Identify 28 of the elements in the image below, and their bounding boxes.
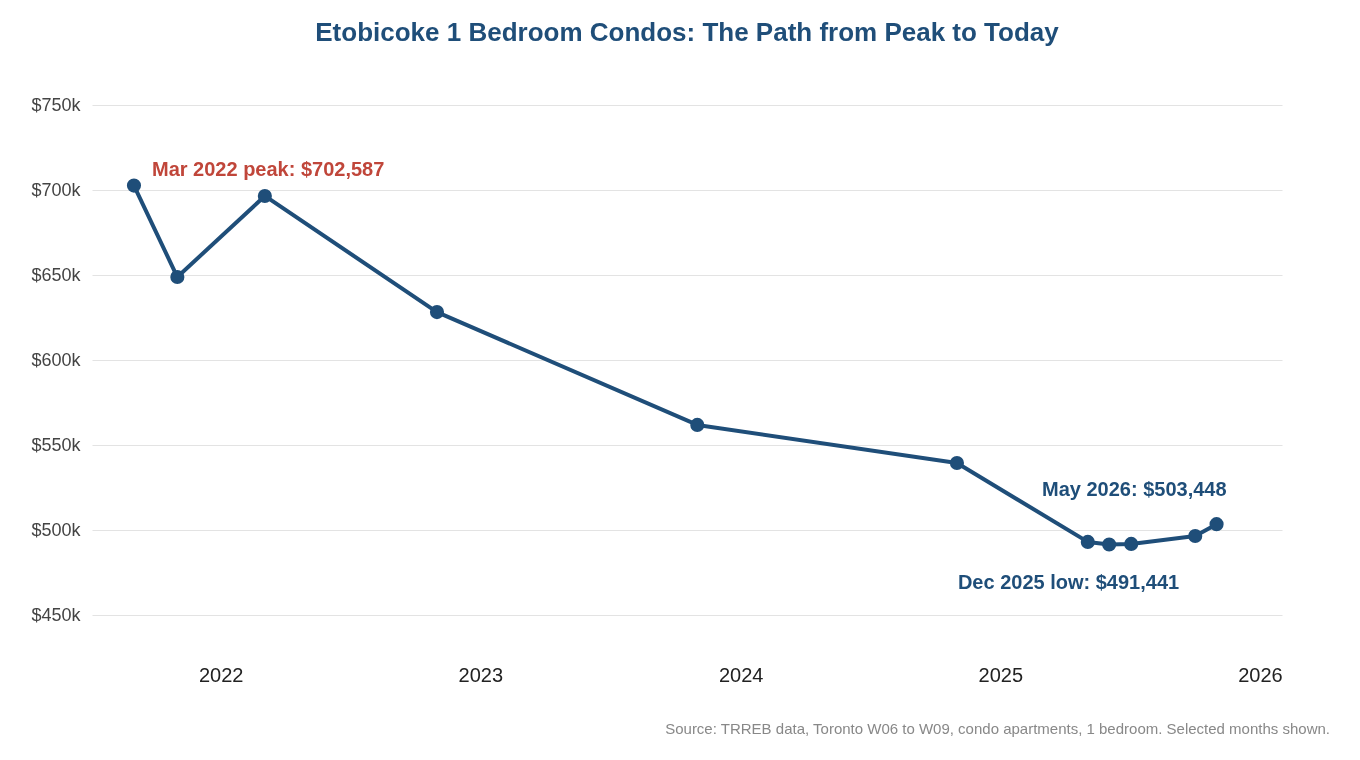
x-tick-label: 2024 [718,663,764,686]
y-tick-label: $550k [31,434,82,455]
source-note: Source: TRREB data, Toronto W06 to W09, condo apartments, 1 bedroom. Selected months shown. [665,720,1330,737]
point [1080,534,1095,549]
y-tick-label: $700k [31,179,82,200]
point [1124,536,1139,551]
x-tick-label: 2023 [458,663,504,686]
annotation: Mar 2022 peak: $702,587 [151,157,385,180]
annotation: Dec 2025 low: $491,441 [957,570,1180,593]
point [170,269,185,285]
y-tick-label: $650k [31,264,82,285]
point [949,455,965,471]
point [690,417,705,432]
point [429,305,445,320]
y-tick-label: $750k [31,94,82,115]
y-tick-label: $450k [31,604,82,625]
point [1209,517,1224,532]
x-tick-label: 2025 [978,663,1024,686]
x-tick-label: 2022 [198,663,244,686]
point [1188,528,1203,544]
y-tick-label: $500k [31,519,82,540]
point [257,188,272,204]
point [1102,537,1117,552]
point [126,178,142,193]
x-tick-label: 2026 [1238,663,1283,686]
chart-title: Etobicoke 1 Bedroom Condos: The Path from Peak to Today [315,17,1060,47]
annotation: May 2026: $503,448 [1041,478,1227,501]
y-tick-label: $600k [31,349,82,370]
